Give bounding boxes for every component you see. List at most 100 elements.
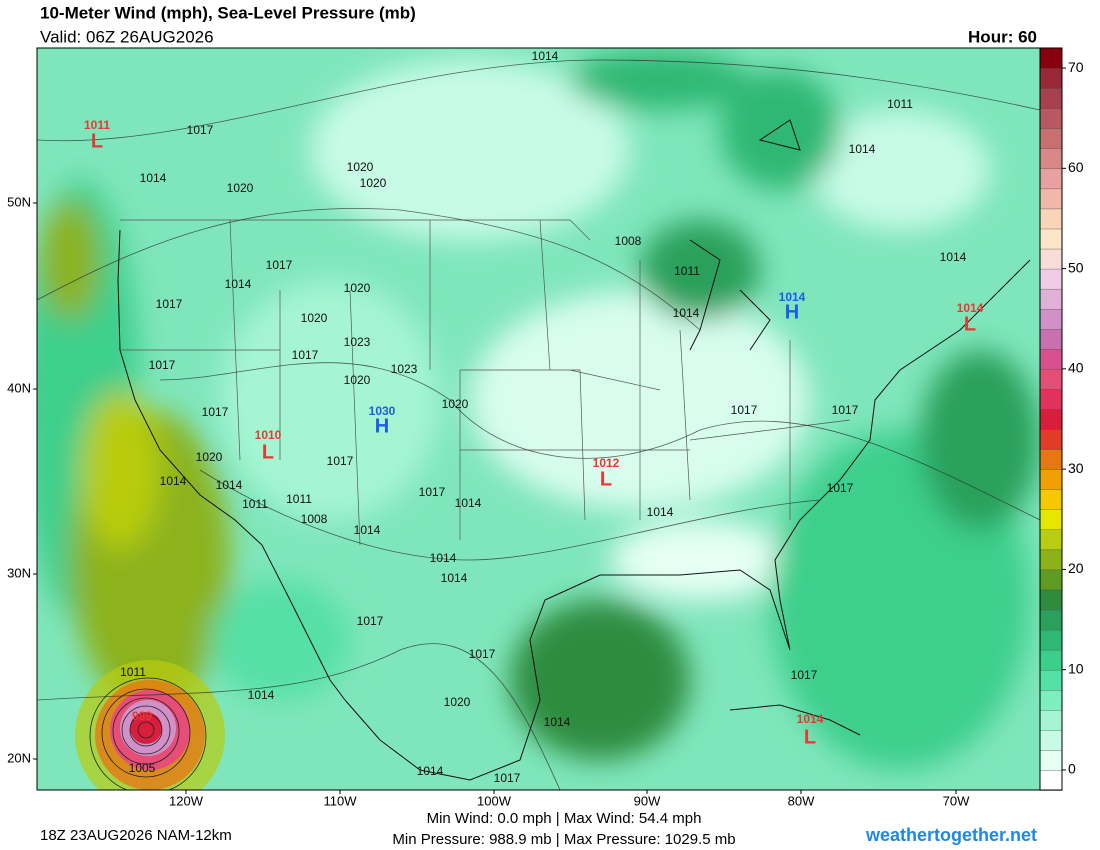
isobar-label: 1010 <box>255 428 282 442</box>
isobar-label: 1011 <box>286 492 312 506</box>
forecast-hour: Hour: 60 <box>968 27 1037 46</box>
isobar-label: 1017 <box>266 258 293 272</box>
pressure-center: H <box>785 301 799 323</box>
colorbar-swatch <box>1039 408 1063 430</box>
isobar-label: 1011 <box>674 264 700 278</box>
pressure-center: L <box>964 313 976 335</box>
pressure-center: L <box>804 726 816 748</box>
lon-label: 80W <box>788 793 815 808</box>
isobar-label: 1020 <box>301 311 328 325</box>
isobar-label: 1017 <box>149 358 176 372</box>
isobar-label: 1020 <box>344 373 371 387</box>
lat-label: 40N <box>7 380 31 395</box>
isobar-label: 1023 <box>344 335 371 349</box>
lat-label: 20N <box>7 750 31 765</box>
isobar-label: 1014 <box>441 571 468 585</box>
colorbar-swatch <box>1039 428 1063 450</box>
pressure-center: L <box>262 441 274 463</box>
isobar-label: 1011 <box>120 665 146 679</box>
pressure-stats: Min Pressure: 988.9 mb | Max Pressure: 1… <box>392 831 735 848</box>
isobar-label: 1014 <box>797 712 824 726</box>
colorbar-label: 60 <box>1068 159 1084 175</box>
title: 10-Meter Wind (mph), Sea-Level Pressure … <box>40 3 416 22</box>
colorbar-swatch <box>1039 328 1063 350</box>
isobar-label: 1014 <box>940 250 967 264</box>
pressure-center: L <box>600 468 612 490</box>
lon-label: 120W <box>169 793 204 808</box>
model-run: 18Z 23AUG2026 NAM-12km <box>40 827 232 844</box>
lon-label: 90W <box>634 793 661 808</box>
isobar-label: 1017 <box>187 123 214 137</box>
isobar-label: 1014 <box>160 474 187 488</box>
isobar-label: 1017 <box>357 614 384 628</box>
isobar-label: 1014 <box>957 301 984 315</box>
isobar-label: 1014 <box>248 688 275 702</box>
wind-shading <box>37 50 1040 770</box>
isobars <box>37 59 1040 790</box>
colorbar-label: 20 <box>1068 560 1084 576</box>
wind-stats: Min Wind: 0.0 mph | Max Wind: 54.4 mph <box>427 810 702 827</box>
isobar-label: 989 <box>132 709 152 723</box>
isobar-label: 1020 <box>442 397 469 411</box>
isobar-label: 1014 <box>225 277 252 291</box>
colorbar-swatch <box>1039 549 1063 571</box>
colorbar-label: 70 <box>1068 59 1084 75</box>
isobar-label: 1011 <box>84 118 110 132</box>
colorbar-swatch <box>1039 248 1063 270</box>
isobar-label: 1014 <box>140 171 167 185</box>
colorbar-swatch <box>1039 268 1063 290</box>
isobar-label: 1017 <box>419 485 446 499</box>
isobar-label: 1012 <box>593 456 620 470</box>
colorbar-swatch <box>1039 468 1063 490</box>
isobar-label: 1014 <box>532 49 559 63</box>
colorbar-swatch <box>1039 629 1063 651</box>
isobar-label: 1014 <box>216 478 243 492</box>
isobar-label: 1020 <box>360 176 387 190</box>
colorbar-swatch <box>1039 749 1063 771</box>
isobar-label: 1011 <box>242 497 268 511</box>
isobar-label: 1017 <box>292 348 319 362</box>
colorbar-swatch <box>1039 448 1063 470</box>
colorbar-swatch <box>1039 148 1063 170</box>
colorbar-swatch <box>1039 589 1063 611</box>
colorbar-swatch <box>1039 208 1063 230</box>
lat-label: 50N <box>7 194 31 209</box>
isobar-label: 1011 <box>887 97 913 111</box>
colorbar-swatch <box>1039 128 1063 149</box>
colorbar-swatch <box>1039 47 1063 69</box>
isobar-label: 1014 <box>455 496 482 510</box>
isobar-label: 1017 <box>791 668 818 682</box>
pressure-center: L <box>91 130 103 152</box>
lon-label: 100W <box>477 793 512 808</box>
isobar-label: 1017 <box>327 454 354 468</box>
isobar-label: 1020 <box>344 281 371 295</box>
colorbar-frame <box>1039 47 1063 791</box>
isobar-label: 1014 <box>673 306 700 320</box>
isobar-label: 1017 <box>202 405 229 419</box>
colorbar-label: 40 <box>1068 360 1084 376</box>
lon-label: 110W <box>324 793 358 808</box>
colorbar-label: 10 <box>1068 660 1084 676</box>
isobar-label: 1020 <box>347 160 374 174</box>
valid-time: Valid: 06Z 26AUG2026 <box>40 27 214 46</box>
colorbar-swatch <box>1039 228 1063 250</box>
colorbar-swatch <box>1039 609 1063 631</box>
colorbar-swatch <box>1039 288 1063 310</box>
isobar-label: 1017 <box>832 403 859 417</box>
colorbar-swatch <box>1039 649 1063 671</box>
isobar-label: 1017 <box>469 647 496 661</box>
colorbar-swatch <box>1039 709 1063 731</box>
isobar-label: 1017 <box>156 297 183 311</box>
colorbar-swatch <box>1039 388 1063 410</box>
isobar-label: 1017 <box>827 481 854 495</box>
pressure-center: H <box>375 415 389 437</box>
colorbar-label: 50 <box>1068 259 1084 275</box>
isobar-label: 1014 <box>779 290 806 304</box>
colorbar-swatch <box>1039 729 1063 751</box>
colorbar-swatch <box>1039 67 1063 89</box>
isobar-label: 1020 <box>227 181 254 195</box>
colorbar-swatch <box>1039 107 1063 129</box>
colorbar-swatch <box>1039 509 1063 530</box>
